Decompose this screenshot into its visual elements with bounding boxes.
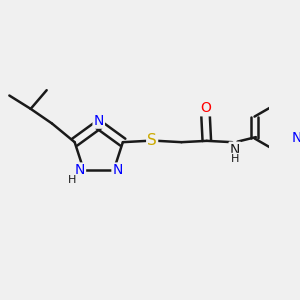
Text: N: N — [94, 114, 104, 128]
Text: N: N — [291, 131, 300, 146]
Text: O: O — [200, 101, 211, 115]
Text: H: H — [68, 175, 76, 185]
Text: N: N — [230, 142, 240, 157]
Text: N: N — [75, 164, 85, 178]
Text: S: S — [147, 133, 157, 148]
Text: H: H — [231, 154, 239, 164]
Text: N: N — [112, 164, 123, 178]
